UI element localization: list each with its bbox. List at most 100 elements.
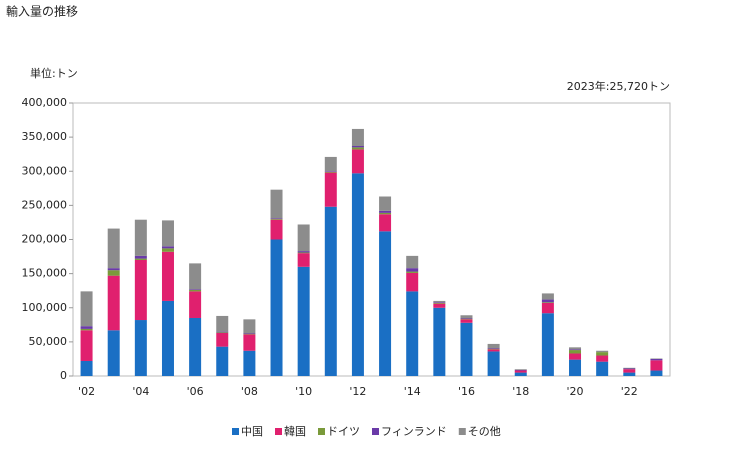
bar-segment [270, 189, 283, 219]
bar-segment [189, 263, 202, 290]
bar-segment [351, 173, 364, 376]
bar-segment [161, 251, 174, 301]
bar-segment [433, 300, 446, 303]
y-tick-label: 150,000 [22, 267, 68, 280]
bar-segment [351, 128, 364, 146]
bar-segment [189, 317, 202, 376]
x-tick-label: '18 [512, 385, 529, 398]
bar-segment [406, 291, 419, 376]
bar-segment [80, 326, 93, 329]
bar-segment [324, 206, 337, 376]
bar-segment [433, 302, 446, 303]
bar-segment [541, 299, 554, 303]
bar-segment [134, 258, 147, 260]
legend-label: ドイツ [327, 425, 360, 438]
bar-segment [270, 219, 283, 220]
y-tick-label: 250,000 [22, 198, 68, 211]
bar-segment [569, 353, 582, 360]
bar-segment [324, 171, 337, 173]
y-tick-label: 350,000 [22, 130, 68, 143]
bar-segment [107, 275, 120, 331]
bar-segment [541, 313, 554, 376]
bar-segment [161, 220, 174, 247]
x-tick-label: '02 [78, 385, 95, 398]
bar-segment [487, 348, 500, 350]
bar-segment [351, 149, 364, 174]
bar-segment [324, 172, 337, 207]
bar-segment [297, 251, 310, 253]
bar-segment [596, 361, 609, 376]
legend-swatch [232, 428, 239, 435]
bar-segment [80, 328, 93, 331]
bar-segment [216, 315, 229, 332]
bar-segment [406, 271, 419, 273]
bar-segment [406, 255, 419, 269]
bar-segment [406, 272, 419, 292]
bar-segment [216, 346, 229, 376]
bar-segment [107, 270, 120, 276]
bar-segment [351, 147, 364, 150]
legend-swatch [275, 428, 282, 435]
bar-segment [297, 266, 310, 376]
bar-segment [487, 351, 500, 376]
legend-label: 中国 [241, 425, 263, 438]
x-tick-label: '04 [132, 385, 149, 398]
bar-segment [487, 343, 500, 349]
bar-segment [596, 350, 609, 353]
bar-segment [623, 372, 636, 376]
bar-segment [216, 331, 229, 333]
bar-segment [596, 355, 609, 362]
bar-segment [134, 320, 147, 376]
bar-segment [161, 246, 174, 249]
y-tick-label: 400,000 [22, 96, 68, 109]
x-tick-label: '12 [349, 385, 366, 398]
y-tick-label: 300,000 [22, 164, 68, 177]
bar-segment [107, 228, 120, 269]
bar-segment [514, 369, 527, 371]
bar-segment [487, 348, 500, 349]
bar-segment [80, 330, 93, 361]
bar-segment [243, 350, 256, 376]
y-tick-label: 100,000 [22, 301, 68, 314]
bar-segment [134, 259, 147, 321]
bar-segment [134, 219, 147, 256]
legend-label: 韓国 [284, 425, 306, 438]
bar-segment [541, 302, 554, 303]
x-tick-label: '06 [187, 385, 204, 398]
bar-segment [243, 333, 256, 334]
chart-title: 輸入量の推移 [6, 4, 78, 19]
bar-segment [650, 358, 663, 361]
bar-segment [514, 370, 527, 373]
bar-segment [107, 268, 120, 271]
x-tick-label: '08 [241, 385, 258, 398]
annotation: 2023年:25,720トン [567, 79, 670, 93]
x-tick-label: '14 [404, 385, 421, 398]
bar-segment [379, 231, 392, 376]
bar-segment [134, 255, 147, 259]
legend-label: その他 [468, 425, 501, 438]
bar-segment [379, 212, 392, 215]
y-axis-label: 単位:トン [30, 66, 78, 80]
bar-segment [189, 291, 202, 318]
bar-segment [189, 290, 202, 292]
bar-segment [324, 156, 337, 172]
bar-segment [189, 289, 202, 291]
bar-segment [623, 369, 636, 373]
bar-segment [569, 349, 582, 351]
bar-segment [433, 307, 446, 376]
legend-label: フィンランド [381, 425, 447, 438]
bar-segment [379, 196, 392, 211]
bar-segment [216, 333, 229, 347]
bar-segment [216, 332, 229, 334]
bar-segment [623, 367, 636, 369]
bar-segment [406, 268, 419, 272]
legend-swatch [372, 428, 379, 435]
bar-segment [623, 368, 636, 370]
bar-segment [650, 360, 663, 371]
bar-segment [243, 333, 256, 335]
bar-segment [433, 303, 446, 308]
bar-segment [107, 330, 120, 376]
bar-segment [297, 253, 310, 267]
bar-segment [379, 210, 392, 213]
bar-segment [596, 352, 609, 356]
